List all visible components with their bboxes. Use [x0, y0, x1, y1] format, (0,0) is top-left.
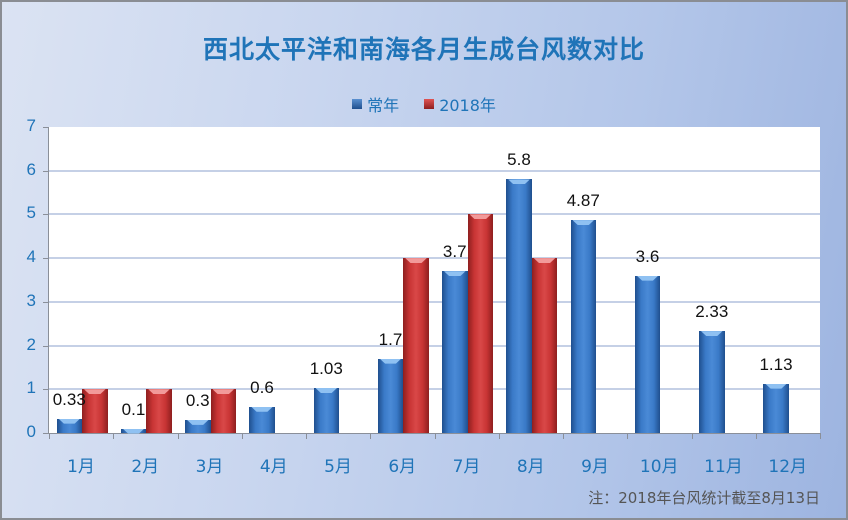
bar-normal-year: [249, 406, 275, 433]
data-label: 3.7: [442, 242, 467, 262]
bar-2018: [82, 389, 108, 433]
gridline: [49, 388, 820, 391]
y-axis: [48, 127, 49, 434]
x-tick: [435, 433, 436, 439]
x-tick: [627, 433, 628, 439]
data-label: 1.13: [759, 354, 793, 374]
gridline: [49, 257, 820, 260]
y-tick: [43, 389, 49, 391]
x-tick: [499, 433, 500, 439]
bar-2018: [467, 214, 493, 433]
bar-2018: [210, 389, 236, 433]
y-tick-label: 2: [26, 334, 36, 354]
bar-2018: [146, 389, 172, 433]
x-tick: [113, 433, 114, 439]
y-tick-label: 1: [26, 378, 36, 398]
legend: 常年 2018年: [0, 92, 848, 116]
bar-2018: [403, 258, 429, 433]
bar-normal-year: [442, 271, 468, 433]
x-tick-label: 10月: [639, 457, 679, 477]
bar-normal-year: [120, 428, 147, 433]
bar-normal-year: [377, 358, 404, 433]
y-tick-label: 4: [26, 247, 36, 267]
legend-swatch-blue-icon: [352, 99, 363, 109]
x-tick-label: 7月: [452, 457, 481, 477]
y-tick-label: 6: [26, 159, 36, 179]
y-tick: [43, 301, 49, 303]
data-label: 1.03: [309, 358, 343, 378]
gridline: [49, 213, 820, 216]
x-tick: [242, 433, 243, 439]
data-label: 0.1: [121, 399, 146, 419]
data-label: 0.6: [250, 377, 274, 397]
data-label: 0.3: [185, 390, 210, 410]
x-tick-label: 2月: [131, 457, 160, 477]
y-tick-label: 7: [26, 116, 36, 135]
x-tick: [178, 433, 179, 439]
x-tick: [306, 433, 307, 439]
y-tick-label: 5: [26, 203, 36, 223]
chart-title: 西北太平洋和南海各月生成台风数对比: [202, 35, 645, 64]
legend-swatch-red-icon: [424, 99, 435, 109]
bar-normal-year: [185, 419, 211, 433]
bar-normal-year: [56, 418, 82, 433]
x-tick-label: 8月: [516, 457, 545, 477]
y-tick: [43, 214, 49, 216]
x-axis: [43, 433, 821, 434]
x-tick-label: 1月: [67, 457, 95, 477]
data-label: 4.87: [566, 191, 600, 211]
x-tick-label: 12月: [768, 457, 808, 477]
x-tick-label: 11月: [704, 457, 743, 477]
gridline: [49, 300, 820, 303]
x-tick-label: 6月: [388, 457, 417, 477]
footnote: 注：2018年台风统计截至8月13日: [588, 489, 820, 507]
y-tick: [43, 433, 49, 434]
data-label: 0.33: [52, 389, 86, 409]
x-tick: [49, 433, 50, 439]
x-tick-label: 4月: [259, 457, 288, 477]
x-tick-label: 5月: [324, 457, 352, 477]
legend-label: 2018年: [439, 96, 496, 115]
x-tick: [756, 433, 757, 439]
legend-item-2018: 2018年: [424, 92, 496, 116]
data-label: 5.8: [507, 150, 531, 170]
bar-normal-year: [699, 331, 725, 433]
bar-normal-year: [763, 383, 789, 433]
x-tick: [692, 433, 693, 439]
data-label: 2.33: [695, 302, 729, 322]
bar-normal-year: [313, 387, 339, 433]
x-tick: [563, 433, 564, 439]
x-tick: [370, 433, 371, 439]
data-label: 1.7: [378, 329, 403, 349]
y-tick: [43, 170, 49, 172]
plot-area: [49, 127, 820, 433]
y-tick: [43, 258, 49, 260]
bar-normal-year: [570, 220, 596, 433]
gridline: [49, 344, 820, 347]
y-tick: [43, 345, 49, 347]
bar-normal-year: [506, 179, 532, 433]
legend-label: 常年: [367, 96, 400, 115]
x-tick-label: 3月: [195, 457, 224, 477]
y-tick-label: 3: [26, 290, 36, 310]
bar-2018: [531, 258, 558, 433]
data-label: 3.6: [635, 246, 660, 266]
gridline: [49, 169, 820, 172]
x-tick: [820, 433, 821, 439]
bar-normal-year: [634, 275, 661, 433]
y-tick-label: 0: [26, 422, 36, 441]
legend-item-normal-year: 常年: [352, 92, 399, 116]
x-tick-label: 9月: [581, 457, 609, 477]
y-tick: [43, 127, 49, 128]
